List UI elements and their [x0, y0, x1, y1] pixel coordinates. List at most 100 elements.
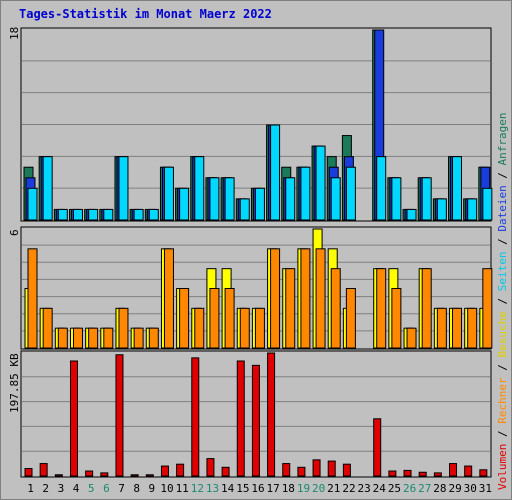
bar-seiten	[345, 166, 356, 221]
bar-rechner	[57, 327, 68, 349]
chart-title: Tages-Statistik im Monat Maerz 2022	[19, 7, 272, 21]
x-tick-label: 25	[388, 482, 401, 495]
bar-volumen	[464, 465, 473, 477]
bar-volumen	[297, 466, 306, 477]
legend-entry: Rechner	[496, 377, 509, 424]
bar-rechner	[330, 268, 341, 349]
x-tick-label: 3	[58, 482, 65, 495]
bar-rechner	[209, 288, 220, 349]
x-tick-label: 29	[448, 482, 461, 495]
bar-volumen	[100, 472, 109, 477]
bar-volumen	[221, 466, 230, 477]
bar-rechner	[452, 307, 463, 349]
x-tick-label: 21	[327, 482, 340, 495]
bar-rechner	[224, 288, 235, 349]
bar-seiten	[148, 208, 159, 221]
x-tick-label: 31	[479, 482, 492, 495]
bar-rechner	[376, 268, 387, 349]
bar-marks	[23, 29, 493, 477]
bar-volumen	[418, 471, 427, 477]
x-tick-label: 2	[42, 482, 49, 495]
bar-volumen	[312, 459, 321, 477]
x-tick-label: 11	[176, 482, 189, 495]
bar-seiten	[330, 177, 341, 221]
legend-separator: /	[496, 358, 509, 378]
bar-seiten	[315, 145, 326, 221]
bar-seiten	[27, 187, 38, 221]
bar-volumen	[85, 470, 94, 477]
bar-seiten	[42, 156, 53, 221]
bar-rechner	[42, 307, 53, 349]
legend-separator: /	[496, 165, 509, 185]
legend-entry: Anfragen	[496, 112, 509, 165]
bar-volumen	[24, 468, 33, 477]
x-tick-label: 13	[206, 482, 219, 495]
bar-rechner	[254, 307, 265, 349]
bar-rechner	[194, 307, 205, 349]
bar-seiten	[421, 177, 432, 221]
x-tick-label: 14	[221, 482, 235, 495]
bar-rechner	[315, 248, 326, 349]
bar-rechner	[467, 307, 478, 349]
x-tick-label: 26	[403, 482, 416, 495]
legend-entry: Besuche	[496, 311, 509, 357]
bar-seiten	[88, 208, 99, 221]
bar-volumen	[130, 474, 139, 477]
bar-volumen	[54, 474, 63, 477]
x-tick-label: 5	[88, 482, 95, 495]
x-tick-label: 19	[297, 482, 310, 495]
bar-volumen	[115, 354, 124, 477]
bar-rechner	[118, 307, 129, 349]
bar-rechner	[179, 288, 190, 349]
legend: Volumen / Rechner / Besuche / Seiten / D…	[496, 112, 509, 490]
legend-separator: /	[496, 424, 509, 444]
x-tick-label: 22	[342, 482, 355, 495]
legend-entry: Seiten	[496, 252, 509, 292]
bar-volumen	[191, 357, 200, 477]
bar-rechner	[163, 248, 174, 349]
bar-rechner	[345, 288, 356, 349]
bar-seiten	[467, 198, 478, 221]
bar-rechner	[88, 327, 99, 349]
bar-seiten	[118, 156, 129, 221]
legend-entry: Dateien	[496, 185, 509, 231]
bar-seiten	[285, 177, 296, 221]
bar-seiten	[224, 177, 235, 221]
bar-rechner	[27, 248, 38, 349]
bar-seiten	[270, 124, 281, 221]
bar-seiten	[406, 208, 417, 221]
bar-rechner	[391, 288, 402, 349]
x-axis-labels: 1 2 3 4 5 6 7 8 9 10 11 12 13 14 15 16 17 18 19 20 21 22 23 24 2…	[27, 482, 492, 495]
bar-seiten	[57, 208, 68, 221]
bar-seiten	[133, 208, 144, 221]
bar-rechner	[421, 268, 432, 349]
bar-rechner	[72, 327, 83, 349]
x-tick-label: 23	[358, 482, 371, 495]
bar-seiten	[482, 187, 493, 221]
bar-volumen	[251, 364, 260, 477]
x-tick-label: 15	[236, 482, 249, 495]
x-tick-label: 12	[191, 482, 204, 495]
y-max-label-middle: 6	[8, 229, 21, 236]
bar-rechner	[406, 327, 417, 349]
bar-rechner	[148, 327, 159, 349]
bar-rechner	[239, 307, 250, 349]
x-tick-label: 28	[433, 482, 446, 495]
x-tick-label: 9	[149, 482, 156, 495]
bar-seiten	[72, 208, 83, 221]
bar-rechner	[285, 268, 296, 349]
bar-seiten	[436, 198, 447, 221]
bar-volumen	[449, 463, 458, 477]
bar-volumen	[342, 463, 351, 477]
bar-volumen	[388, 470, 397, 477]
bar-seiten	[179, 187, 190, 221]
y-max-label-bottom: 197.85 KB	[8, 353, 21, 413]
bar-rechner	[270, 248, 281, 349]
legend-entry: Volumen	[496, 444, 509, 490]
legend-separator: /	[496, 232, 509, 252]
legend-separator: /	[496, 291, 509, 311]
bar-volumen	[479, 469, 488, 477]
bar-seiten	[376, 156, 387, 221]
bar-volumen	[282, 463, 291, 477]
